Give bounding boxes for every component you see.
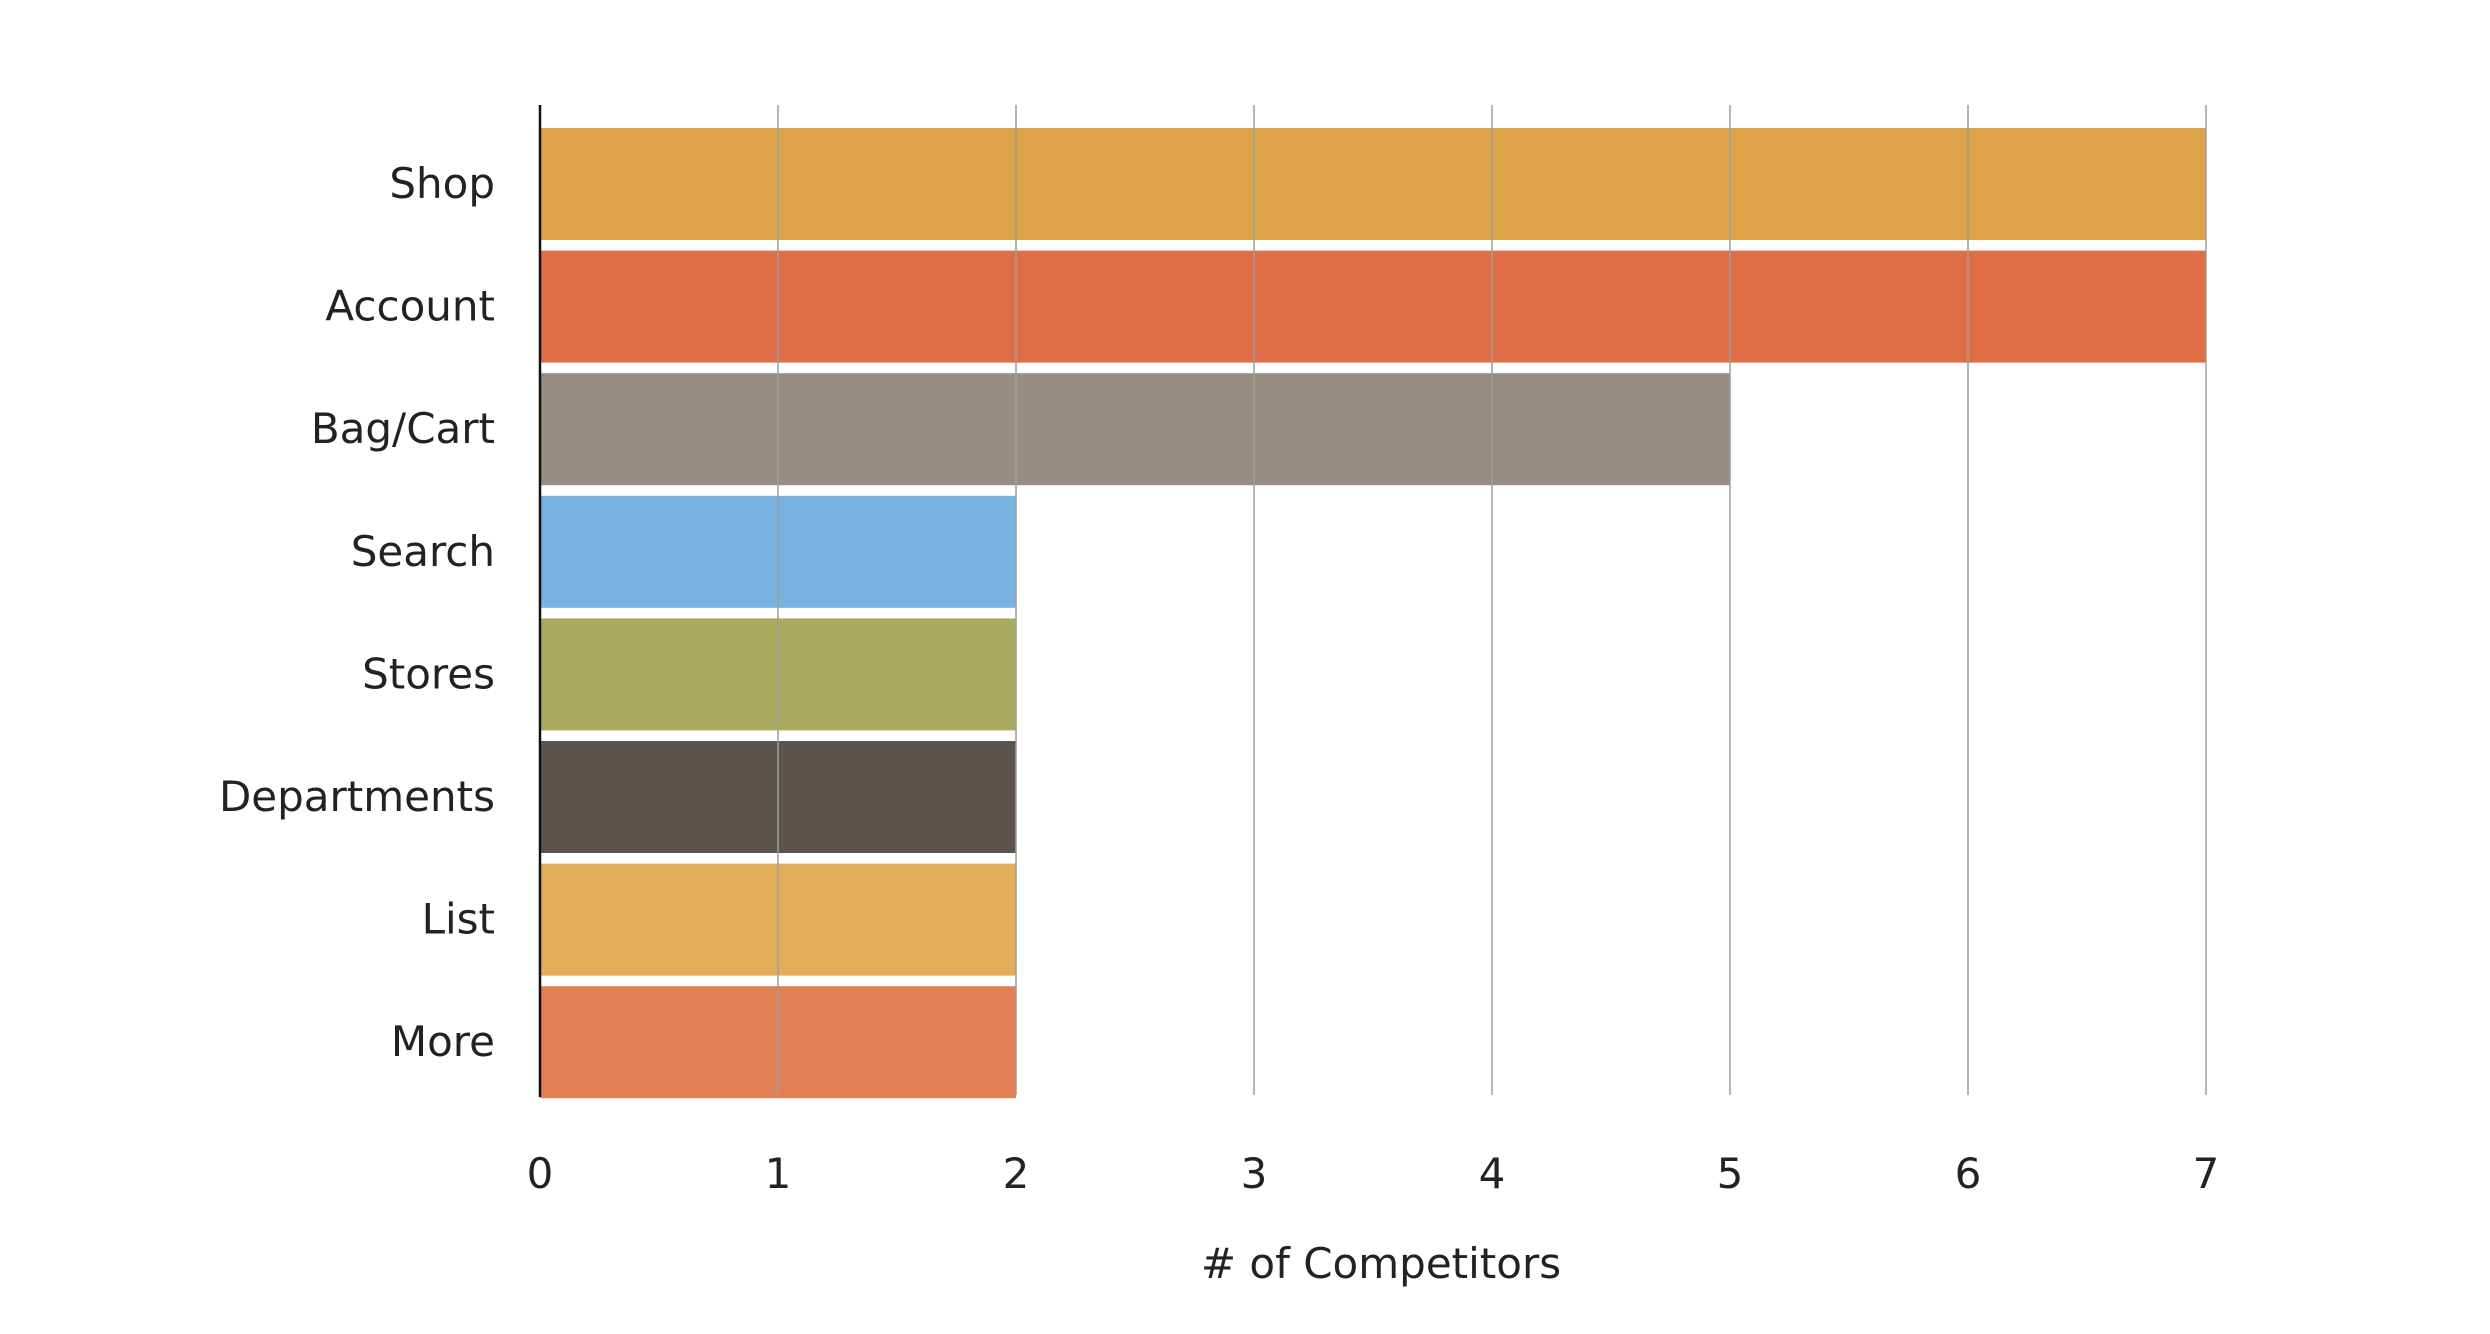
- category-label-stores: Stores: [362, 649, 495, 698]
- x-tick-label-3: 3: [1241, 1149, 1268, 1198]
- x-tick-label-5: 5: [1717, 1149, 1744, 1198]
- category-label-account: Account: [325, 282, 495, 331]
- x-tick-label-4: 4: [1479, 1149, 1506, 1198]
- category-label-shop: Shop: [389, 159, 495, 208]
- category-label-search: Search: [351, 527, 495, 576]
- category-label-bag-cart: Bag/Cart: [311, 404, 495, 453]
- bar-account: [540, 250, 2206, 363]
- category-labels: Shop Account Bag/Cart Search Stores Departmen…: [219, 159, 495, 1066]
- category-label-departments: Departments: [219, 772, 495, 821]
- x-tick-label-0: 0: [527, 1149, 554, 1198]
- x-tick-labels: 0 1 2 3 4 5 6 7: [527, 1149, 2220, 1198]
- bars-layer: [540, 128, 2206, 1099]
- category-label-list: List: [422, 895, 495, 944]
- x-tick-label-7: 7: [2193, 1149, 2220, 1198]
- x-tick-label-1: 1: [765, 1149, 792, 1198]
- category-label-more: More: [391, 1017, 495, 1066]
- x-axis-title: # of Competitors: [1201, 1239, 1561, 1288]
- bar-shop: [540, 128, 2206, 240]
- x-tick-label-6: 6: [1955, 1149, 1982, 1198]
- gridlines: [777, 105, 2207, 1095]
- bar-bag-cart: [540, 373, 1730, 486]
- x-tick-label-2: 2: [1003, 1149, 1030, 1198]
